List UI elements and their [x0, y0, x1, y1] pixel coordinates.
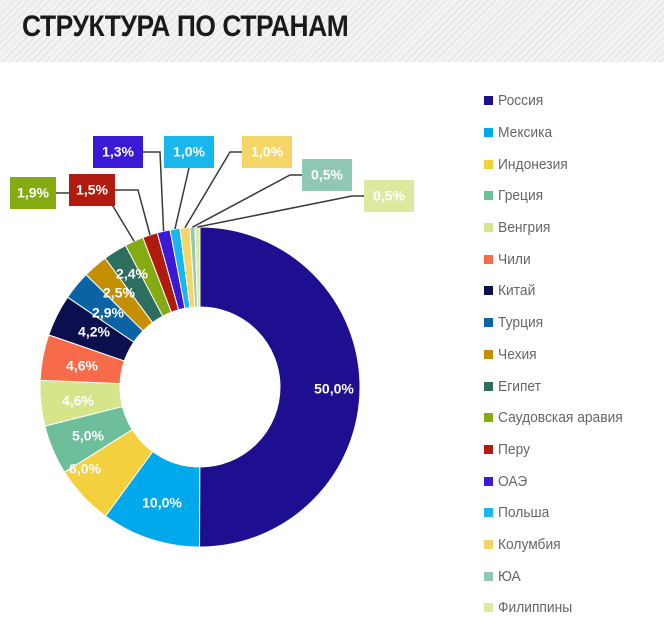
- legend-swatch: [484, 254, 493, 264]
- legend-item-юа: ЮА: [484, 560, 634, 592]
- slice-россия: [198, 226, 361, 548]
- legend-item-россия: Россия: [484, 85, 634, 117]
- legend-item-индонезия: Индонезия: [484, 148, 634, 180]
- legend-label: Россия: [498, 92, 544, 110]
- data-label-польша: 1,0%: [173, 144, 205, 160]
- legend-item-венгрия: Венгрия: [484, 212, 634, 244]
- legend-label: Чили: [498, 250, 531, 268]
- legend-swatch: [484, 571, 493, 581]
- legend: Россия Мексика Индонезия Греция Венгрия Чили К…: [484, 85, 634, 624]
- leader-line-польша: [174, 167, 190, 230]
- legend-label: ЮА: [498, 567, 521, 585]
- legend-swatch: [484, 286, 493, 296]
- legend-item-мексика: Мексика: [484, 117, 634, 149]
- legend-swatch: [484, 508, 493, 518]
- legend-label: Турция: [498, 314, 544, 332]
- legend-label: Венгрия: [498, 219, 551, 237]
- slice-филиппины: [194, 226, 201, 308]
- legend-label: ОАЭ: [498, 472, 528, 490]
- callout-box-филиппины: [364, 180, 414, 212]
- data-label-египет: 2,4%: [116, 266, 148, 282]
- data-label-мексика: 10,0%: [142, 495, 182, 511]
- data-label-чили: 4,6%: [66, 358, 98, 374]
- legend-item-чили: Чили: [484, 243, 634, 275]
- legend-swatch: [484, 318, 493, 328]
- data-label-турция: 2,9%: [92, 305, 124, 321]
- legend-swatch: [484, 413, 493, 423]
- legend-swatch: [484, 381, 493, 391]
- data-label-греция: 5,0%: [72, 428, 104, 444]
- legend-swatch: [484, 191, 493, 201]
- legend-label: Саудовская аравия: [498, 409, 623, 427]
- page-title: СТРУКТУРА ПО СТРАНАМ: [22, 10, 349, 43]
- legend-item-чехия: Чехия: [484, 339, 634, 371]
- callout-box-юа: [302, 159, 352, 191]
- legend-label: Китай: [498, 282, 536, 300]
- legend-swatch: [484, 96, 493, 106]
- leader-line-оаэ: [143, 151, 165, 232]
- legend-item-китай: Китай: [484, 275, 634, 307]
- leader-line-юа: [192, 174, 302, 228]
- legend-label: Греция: [498, 187, 544, 205]
- legend-label: Филиппины: [498, 599, 573, 617]
- legend-swatch: [484, 159, 493, 169]
- legend-swatch: [484, 223, 493, 233]
- leader-line-перу: [115, 189, 151, 236]
- callout-box-перу: [69, 174, 115, 206]
- data-label-колумбия: 1,0%: [251, 144, 283, 160]
- data-label-перу: 1,5%: [76, 182, 108, 198]
- leader-line-филиппины: [197, 195, 364, 228]
- legend-swatch: [484, 349, 493, 359]
- legend-label: Польша: [498, 504, 550, 522]
- callout-box-колумбия: [242, 136, 292, 168]
- legend-item-саудовская-аравия: Саудовская аравия: [484, 402, 634, 434]
- legend-item-перу: Перу: [484, 434, 634, 466]
- data-label-саудовская-аравия: 1,9%: [17, 185, 49, 201]
- legend-swatch: [484, 444, 493, 454]
- legend-label: Индонезия: [498, 155, 568, 173]
- legend-item-египет: Египет: [484, 370, 634, 402]
- callout-box-саудовская-аравия: [10, 177, 56, 209]
- legend-item-филиппины: Филиппины: [484, 592, 634, 624]
- legend-label: Перу: [498, 440, 531, 458]
- legend-item-греция: Греция: [484, 180, 634, 212]
- legend-swatch: [484, 603, 493, 613]
- callout-box-польша: [164, 136, 214, 168]
- title-bar: СТРУКТУРА ПО СТРАНАМ: [0, 0, 664, 62]
- legend-swatch: [484, 128, 493, 138]
- callout-box-оаэ: [93, 136, 143, 168]
- data-label-чехия: 2,5%: [103, 285, 135, 301]
- legend-item-турция: Турция: [484, 307, 634, 339]
- legend-label: Колумбия: [498, 535, 561, 553]
- leader-line-колумбия: [184, 151, 242, 229]
- data-label-филиппины: 0,5%: [373, 188, 405, 204]
- data-label-индонезия: 6,0%: [69, 461, 101, 477]
- legend-item-польша: Польша: [484, 497, 634, 529]
- data-label-россия: 50,0%: [314, 381, 354, 397]
- legend-label: Египет: [498, 377, 541, 395]
- legend-swatch: [484, 476, 493, 486]
- data-label-китай: 4,2%: [78, 324, 110, 340]
- legend-label: Мексика: [498, 124, 553, 142]
- legend-label: Чехия: [498, 345, 537, 363]
- data-label-венгрия: 4,6%: [62, 393, 94, 409]
- legend-item-оаэ: ОАЭ: [484, 465, 634, 497]
- legend-item-колумбия: Колумбия: [484, 529, 634, 561]
- data-label-оаэ: 1,3%: [102, 144, 134, 160]
- data-label-юа: 0,5%: [311, 167, 343, 183]
- legend-swatch: [484, 539, 493, 549]
